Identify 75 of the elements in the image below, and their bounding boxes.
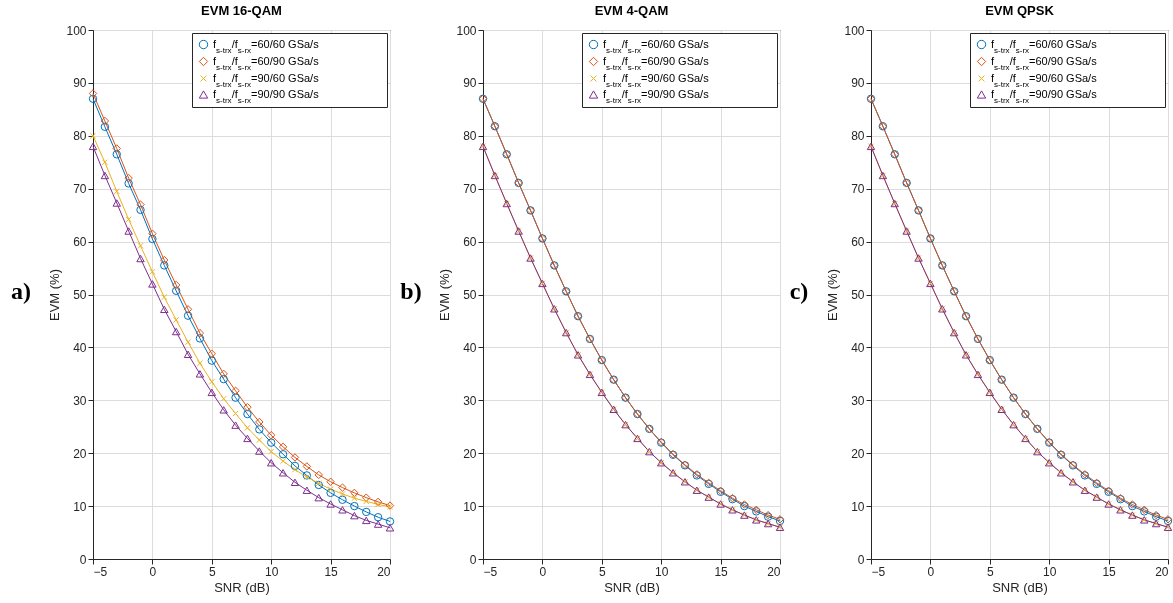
y-tick-label: 90 [851,76,865,91]
x-tick-label: 15 [1102,564,1117,579]
legend-label: f$_{s-trx}$/f$_{s-rx}$=60/90 GSa/s [603,54,710,71]
x-axis-title: SNR (dB) [214,579,270,595]
y-tick-label: 100 [66,23,87,38]
x-tick-label: 20 [767,564,781,579]
y-tick-label: 100 [456,23,477,38]
x-tick-label: 5 [208,564,216,579]
legend-label: f$_{s-trx}$/f$_{s-rx}$=60/90 GSa/s [213,54,320,71]
x-tick-label: 15 [324,564,339,579]
legend-label: f$_{s-trx}$/f$_{s-rx}$=90/60 GSa/s [603,71,710,88]
chart-title: EVM QPSK [985,3,1055,18]
x-axis-title: SNR (dB) [604,579,660,595]
y-tick-label: 10 [463,499,477,514]
x-tick-label: 10 [1043,564,1057,579]
legend-label: f$_{s-trx}$/f$_{s-rx}$=90/60 GSa/s [991,71,1098,88]
y-tick-label: 90 [73,76,87,91]
legend-label: f$_{s-trx}$/f$_{s-rx}$=90/60 GSa/s [213,71,320,88]
y-tick-label: 40 [73,340,87,355]
legend-label: f$_{s-trx}$/f$_{s-rx}$=90/90 GSa/s [213,87,320,104]
legend-label: f$_{s-trx}$/f$_{s-rx}$=60/60 GSa/s [603,37,710,54]
y-axis-title: EVM (%) [437,269,453,321]
x-tick-label: −5 [483,564,498,579]
y-tick-label: 20 [463,446,477,461]
y-tick-label: 70 [851,182,865,197]
x-tick-label: 15 [714,564,729,579]
x-tick-label: −5 [93,564,108,579]
y-tick-label: 30 [851,393,865,408]
y-tick-label: 50 [73,288,87,302]
x-tick-label: 0 [927,564,935,579]
y-tick-label: 60 [851,235,865,250]
y-tick-label: 50 [463,288,477,302]
y-tick-label: 80 [463,129,477,144]
x-tick-label: 10 [265,564,279,579]
y-tick-label: 60 [73,235,87,250]
legend-label: f$_{s-trx}$/f$_{s-rx}$=90/90 GSa/s [991,87,1098,104]
chart-title: EVM 4-QAM [594,3,669,18]
y-tick-label: 80 [851,129,865,144]
x-axis-title: SNR (dB) [992,579,1048,595]
legend-label: f$_{s-trx}$/f$_{s-rx}$=90/90 GSa/s [603,87,710,104]
y-tick-label: 0 [79,552,87,567]
x-tick-label: −5 [871,564,886,579]
x-tick-label: 10 [655,564,669,579]
y-axis-title: EVM (%) [825,269,841,321]
y-tick-label: 0 [469,552,477,567]
text: c) [789,278,809,304]
legend-label: f$_{s-trx}$/f$_{s-rx}$=60/60 GSa/s [991,37,1098,54]
legend-label: f$_{s-trx}$/f$_{s-rx}$=60/90 GSa/s [991,54,1098,71]
y-tick-label: 20 [851,446,865,461]
y-tick-label: 90 [463,76,477,91]
y-tick-label: 70 [73,182,87,197]
x-tick-label: 0 [149,564,157,579]
y-tick-label: 10 [851,499,865,514]
y-tick-label: 10 [73,499,87,514]
y-tick-label: 50 [851,288,865,302]
text: a) [11,278,31,304]
x-tick-label: 20 [377,564,391,579]
y-tick-label: 0 [857,552,865,567]
y-tick-label: 80 [73,129,87,144]
y-tick-label: 40 [463,340,477,355]
y-tick-label: 100 [844,23,865,38]
y-tick-label: 30 [73,393,87,408]
y-tick-label: 30 [463,393,477,408]
chart-title: EVM 16-QAM [201,3,282,18]
y-tick-label: 60 [463,235,477,250]
x-tick-label: 0 [539,564,547,579]
y-tick-label: 70 [463,182,477,197]
y-tick-label: 40 [851,340,865,355]
x-tick-label: 5 [986,564,994,579]
y-tick-label: 20 [73,446,87,461]
y-axis-title: EVM (%) [47,269,63,321]
x-tick-label: 20 [1155,564,1169,579]
text: b) [400,278,422,304]
x-tick-label: 5 [598,564,606,579]
legend-label: f$_{s-trx}$/f$_{s-rx}$=60/60 GSa/s [213,37,320,54]
